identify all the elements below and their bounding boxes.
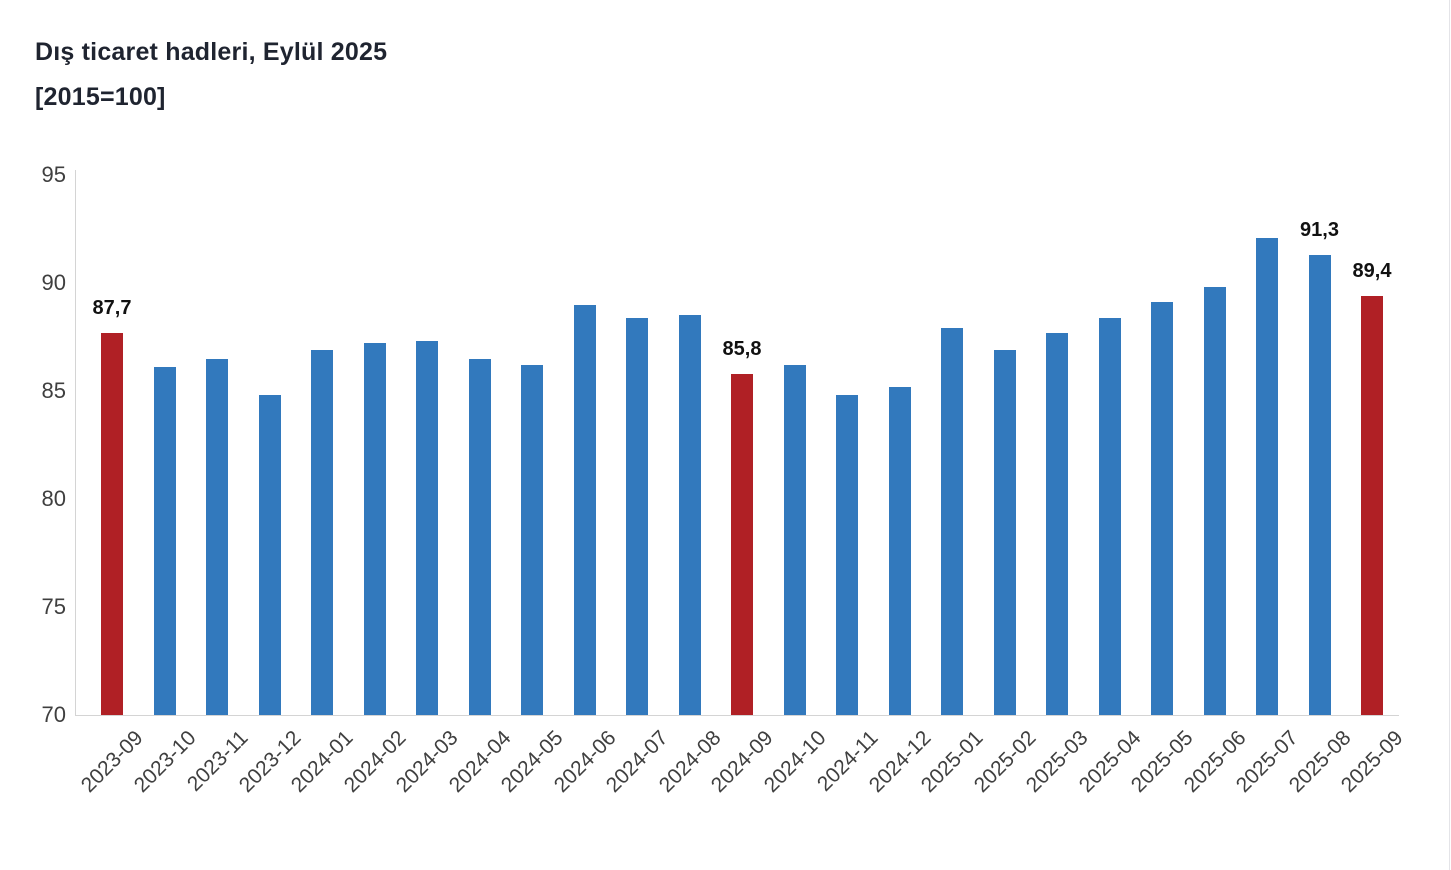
bar-2024-05 [521,365,543,715]
bar-2024-04 [468,358,491,715]
y-tick-label: 90 [41,270,66,295]
bar-value-label-2025-08: 91,3 [1300,218,1339,241]
title-block: Dış ticaret hadleri, Eylül 2025 [2015=10… [35,30,387,120]
y-tick-label: 75 [41,594,66,619]
bar-2024-07 [626,317,648,715]
bar-2025-05 [1151,302,1173,715]
bar-2023-09 [101,332,123,715]
y-tick-label: 85 [41,378,66,403]
bar-value-label-2024-09: 85,8 [722,337,762,360]
bar-2024-03 [416,341,438,715]
bar-2025-08 [1308,254,1331,715]
bar-value-label-2025-09: 89,4 [1352,259,1392,282]
bar-2024-09 [731,373,753,715]
bar-2024-01 [311,349,333,715]
bar-2025-04 [1098,317,1121,715]
right-edge-divider [1449,0,1450,870]
y-axis-line [75,170,76,715]
bar-2024-06 [573,304,596,715]
bar-2024-12 [888,386,911,715]
bar-2025-06 [1203,287,1226,715]
bar-2025-07 [1256,237,1278,715]
bar-2025-01 [941,328,963,715]
bar-2023-11 [206,358,228,715]
chart-subtitle: [2015=100] [35,83,166,111]
bar-2023-10 [153,367,176,715]
bar-2024-10 [783,365,806,715]
bar-2023-12 [258,395,281,715]
bar-2025-09 [1361,295,1383,715]
bar-2024-11 [836,395,858,715]
bar-value-label-2023-09: 87,7 [92,296,132,319]
bar-2025-03 [1046,332,1068,715]
x-axis-line [75,715,1399,716]
bar-2025-02 [993,349,1016,715]
bar-2024-08 [678,315,701,715]
y-tick-label: 95 [41,162,66,187]
bar-2024-02 [363,343,386,715]
y-tick-label: 70 [41,702,66,727]
y-tick-label: 80 [41,486,66,511]
chart-title: Dış ticaret hadleri, Eylül 2025 [35,38,388,66]
